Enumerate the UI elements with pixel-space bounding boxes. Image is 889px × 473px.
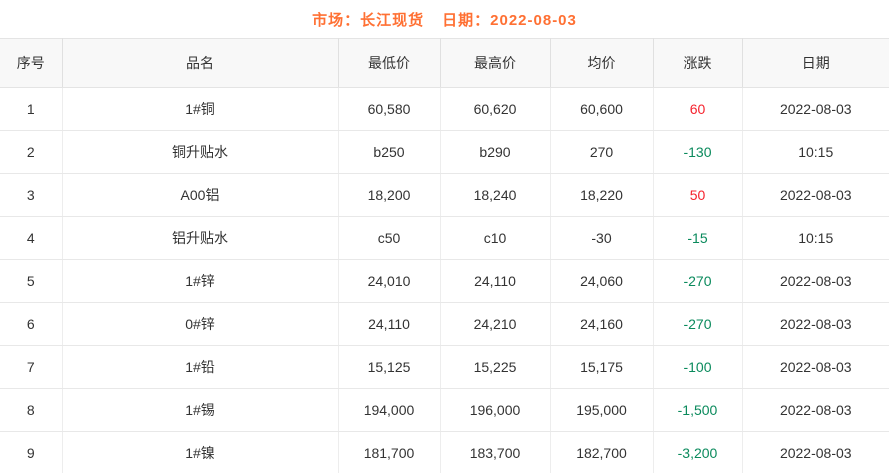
cell-low: c50 xyxy=(338,216,441,260)
cell-avg: -30 xyxy=(550,216,654,260)
cell-name: 0#锌 xyxy=(62,302,339,346)
cell-low: 24,010 xyxy=(338,259,441,303)
cell-no: 1 xyxy=(0,87,63,131)
cell-name: A00铝 xyxy=(62,173,339,217)
cell-no: 9 xyxy=(0,431,63,473)
cell-low: 18,200 xyxy=(338,173,441,217)
cell-no: 2 xyxy=(0,130,63,174)
cell-high: 196,000 xyxy=(440,388,551,432)
date-label: 日期：2022-08-03 xyxy=(442,11,577,29)
cell-date: 10:15 xyxy=(742,130,889,174)
cell-change: -130 xyxy=(653,130,743,174)
cell-name: 1#锌 xyxy=(62,259,339,303)
cell-high: 24,210 xyxy=(440,302,551,346)
table-row: 4 铝升贴水 c50 c10 -30 -15 10:15 xyxy=(0,216,889,260)
cell-date: 2022-08-03 xyxy=(742,302,889,346)
cell-date: 10:15 xyxy=(742,216,889,260)
page-title: 市场：长江现货 日期：2022-08-03 xyxy=(0,0,889,38)
cell-low: 194,000 xyxy=(338,388,441,432)
cell-change: -100 xyxy=(653,345,743,389)
cell-high: 24,110 xyxy=(440,259,551,303)
col-header-avg: 均价 xyxy=(550,38,654,88)
cell-avg: 195,000 xyxy=(550,388,654,432)
cell-no: 5 xyxy=(0,259,63,303)
cell-avg: 60,600 xyxy=(550,87,654,131)
cell-no: 4 xyxy=(0,216,63,260)
table-row: 2 铜升贴水 b250 b290 270 -130 10:15 xyxy=(0,130,889,174)
cell-avg: 270 xyxy=(550,130,654,174)
cell-name: 1#镍 xyxy=(62,431,339,473)
cell-name: 1#锡 xyxy=(62,388,339,432)
cell-date: 2022-08-03 xyxy=(742,388,889,432)
cell-date: 2022-08-03 xyxy=(742,345,889,389)
cell-change: -270 xyxy=(653,259,743,303)
col-header-low: 最低价 xyxy=(338,38,441,88)
cell-high: 15,225 xyxy=(440,345,551,389)
cell-no: 8 xyxy=(0,388,63,432)
col-header-date: 日期 xyxy=(742,38,889,88)
cell-high: 60,620 xyxy=(440,87,551,131)
cell-change: -15 xyxy=(653,216,743,260)
cell-low: 24,110 xyxy=(338,302,441,346)
table-header: 序号 品名 最低价 最高价 均价 涨跌 日期 xyxy=(0,38,889,88)
cell-high: 18,240 xyxy=(440,173,551,217)
table-row: 7 1#铅 15,125 15,225 15,175 -100 2022-08-… xyxy=(0,345,889,389)
cell-name: 铜升贴水 xyxy=(62,130,339,174)
col-header-change: 涨跌 xyxy=(653,38,743,88)
cell-avg: 24,060 xyxy=(550,259,654,303)
cell-change: 50 xyxy=(653,173,743,217)
col-header-no: 序号 xyxy=(0,38,63,88)
cell-date: 2022-08-03 xyxy=(742,87,889,131)
cell-avg: 182,700 xyxy=(550,431,654,473)
cell-no: 6 xyxy=(0,302,63,346)
table-row: 6 0#锌 24,110 24,210 24,160 -270 2022-08-… xyxy=(0,302,889,346)
cell-no: 3 xyxy=(0,173,63,217)
cell-no: 7 xyxy=(0,345,63,389)
cell-change: -270 xyxy=(653,302,743,346)
cell-date: 2022-08-03 xyxy=(742,259,889,303)
col-header-name: 品名 xyxy=(62,38,339,88)
table-body: 1 1#铜 60,580 60,620 60,600 60 2022-08-03… xyxy=(0,87,889,473)
cell-low: 60,580 xyxy=(338,87,441,131)
cell-low: 181,700 xyxy=(338,431,441,473)
cell-high: 183,700 xyxy=(440,431,551,473)
cell-change: -1,500 xyxy=(653,388,743,432)
cell-name: 1#铜 xyxy=(62,87,339,131)
cell-date: 2022-08-03 xyxy=(742,173,889,217)
market-label: 市场：长江现货 xyxy=(312,11,425,29)
cell-name: 1#铅 xyxy=(62,345,339,389)
cell-high: b290 xyxy=(440,130,551,174)
table-row: 9 1#镍 181,700 183,700 182,700 -3,200 202… xyxy=(0,431,889,473)
cell-change: 60 xyxy=(653,87,743,131)
cell-avg: 18,220 xyxy=(550,173,654,217)
table-row: 1 1#铜 60,580 60,620 60,600 60 2022-08-03 xyxy=(0,87,889,131)
cell-low: b250 xyxy=(338,130,441,174)
price-table: 序号 品名 最低价 最高价 均价 涨跌 日期 1 1#铜 60,580 60,6… xyxy=(0,38,889,473)
table-row: 8 1#锡 194,000 196,000 195,000 -1,500 202… xyxy=(0,388,889,432)
cell-high: c10 xyxy=(440,216,551,260)
table-row: 3 A00铝 18,200 18,240 18,220 50 2022-08-0… xyxy=(0,173,889,217)
table-row: 5 1#锌 24,010 24,110 24,060 -270 2022-08-… xyxy=(0,259,889,303)
col-header-high: 最高价 xyxy=(440,38,551,88)
cell-low: 15,125 xyxy=(338,345,441,389)
cell-change: -3,200 xyxy=(653,431,743,473)
header-row: 序号 品名 最低价 最高价 均价 涨跌 日期 xyxy=(0,38,889,88)
cell-avg: 15,175 xyxy=(550,345,654,389)
cell-avg: 24,160 xyxy=(550,302,654,346)
cell-date: 2022-08-03 xyxy=(742,431,889,473)
cell-name: 铝升贴水 xyxy=(62,216,339,260)
